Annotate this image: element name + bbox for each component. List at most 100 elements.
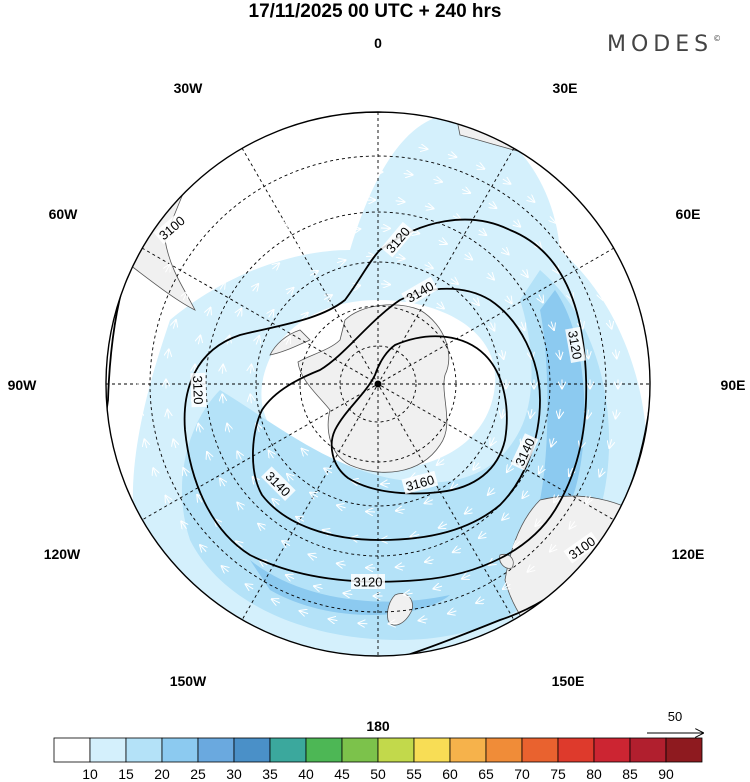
wind-arrow <box>502 408 504 418</box>
wind-arrow <box>507 465 512 473</box>
wind-arrow <box>425 560 434 563</box>
wind-arrow <box>328 147 338 149</box>
map-title: 17/11/2025 00 UTC + 240 hrs <box>248 1 502 22</box>
wind-arrow <box>475 165 484 169</box>
cb-tick-40: 40 <box>298 766 314 782</box>
wind-arrow <box>539 465 543 474</box>
lon-label-30w: 30W <box>174 80 204 96</box>
wind-arrow <box>559 409 560 418</box>
wind-arrow <box>246 584 254 589</box>
wind-arrow <box>166 264 170 273</box>
wind-arrow <box>343 174 352 175</box>
colorbar-box-2 <box>125 737 163 763</box>
cb-tick-75: 75 <box>550 766 566 782</box>
wind-arrow <box>215 242 221 249</box>
contour-label: 3100 <box>481 113 510 128</box>
colorbar-box-11 <box>449 737 487 763</box>
wind-arrow <box>550 545 556 552</box>
wind-arrow <box>324 295 332 300</box>
wind-arrow <box>616 349 617 359</box>
wind-arrow <box>166 496 170 504</box>
wind-arrow <box>502 349 504 359</box>
wind-arrow <box>222 196 229 202</box>
colorbar: 10 15 20 25 30 35 40 45 50 55 60 65 70 7… <box>53 737 703 782</box>
lon-label-90e: 90E <box>721 377 746 393</box>
wind-arrow <box>550 216 556 223</box>
wind-arrow <box>490 322 494 331</box>
south-pole-marker <box>374 380 382 388</box>
wind-arrow <box>200 545 206 552</box>
wind-arrow <box>323 530 332 533</box>
wind-arrow <box>389 623 398 624</box>
colorbar-box-8 <box>341 737 379 763</box>
cb-tick-20: 20 <box>154 766 170 782</box>
contour-label: 3100 <box>282 668 313 689</box>
madagascar <box>599 149 615 186</box>
wind-arrow <box>278 395 279 404</box>
wind-arrow <box>237 503 243 510</box>
wind-arrow <box>438 240 447 244</box>
wind-arrow <box>351 229 360 230</box>
longitude-labels: 0 30E 60E 90E 120E 150E 180 150W 120W 90… <box>8 35 746 734</box>
wind-arrow <box>418 147 428 149</box>
wind-arrow <box>502 248 509 254</box>
wind-arrow <box>551 321 554 331</box>
contour-label-bg <box>401 276 439 307</box>
wind-arrow <box>479 533 486 538</box>
cb-tick-25: 25 <box>190 766 206 782</box>
wind-arrow <box>503 179 511 184</box>
wind-arrow <box>462 575 471 579</box>
wind-arrow <box>433 586 443 589</box>
cb-tick-30: 30 <box>226 766 242 782</box>
wind-arrow <box>286 423 290 432</box>
wind-arrow <box>220 282 225 290</box>
wind-arrow <box>476 599 485 603</box>
contour-3160 <box>330 335 508 495</box>
lon-label-180: 180 <box>366 718 390 734</box>
contour-label-bg <box>280 667 316 689</box>
wind-arrow <box>296 247 304 252</box>
copyright-mark: © <box>713 34 722 43</box>
wind-arrow <box>253 284 259 291</box>
contour-label-bg <box>510 433 539 471</box>
wind-arrow <box>314 586 323 589</box>
colorbar-box-0 <box>53 737 91 763</box>
wind-arrow <box>465 254 472 259</box>
wind-arrow <box>522 270 527 277</box>
colorbar-box-12 <box>485 737 523 763</box>
wind-arrow <box>139 410 140 419</box>
colorbar-box-16 <box>629 737 667 763</box>
cb-tick-10: 10 <box>82 766 98 782</box>
wind-arrow <box>358 144 367 145</box>
wind-arrow <box>220 479 225 487</box>
wind-arrow <box>358 623 368 624</box>
wind-arrow <box>139 350 140 359</box>
colorbar-box-15 <box>593 737 631 763</box>
wind-arrow <box>587 349 588 358</box>
wind-arrow <box>173 439 176 449</box>
wind-arrow <box>488 273 494 280</box>
wind-arrow <box>278 365 279 374</box>
wind-arrow <box>322 235 332 238</box>
wind-arrow <box>260 203 268 208</box>
wind-arrow <box>587 409 588 419</box>
wind-arrow <box>502 514 509 520</box>
wind-arrow <box>513 541 520 547</box>
colorbar-box-9 <box>377 737 415 763</box>
contour-label-bg <box>153 210 190 245</box>
wind-arrow <box>197 495 202 503</box>
lon-label-120e: 120E <box>672 546 705 562</box>
wind-arrow <box>530 409 532 418</box>
colorbar-box-4 <box>197 737 235 763</box>
wind-arrow <box>528 196 535 202</box>
cb-tick-55: 55 <box>406 766 422 782</box>
wind-arrow <box>381 483 391 484</box>
lon-label-0: 0 <box>374 35 382 51</box>
contour-label-bg <box>106 459 121 497</box>
wind-arrow <box>528 566 535 572</box>
colorbar-box-6 <box>269 737 307 763</box>
wind-arrow <box>395 201 405 202</box>
wind-arrow <box>285 189 294 193</box>
wind-arrow <box>222 566 229 572</box>
